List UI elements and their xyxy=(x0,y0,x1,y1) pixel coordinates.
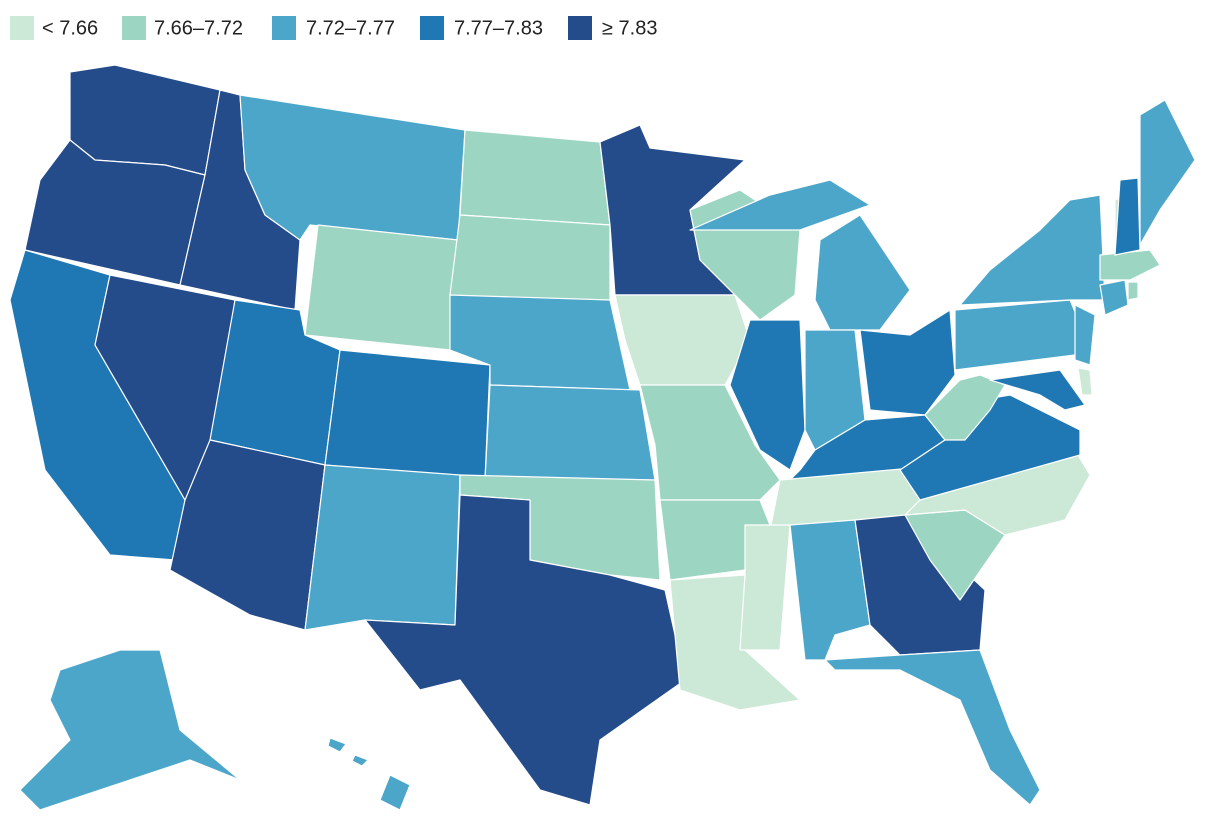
state xyxy=(689,179,911,331)
state xyxy=(364,494,686,806)
legend-label: ≥ 7.83 xyxy=(602,17,657,39)
legend: < 7.66 7.66–7.72 7.72–7.77 7.77–7.83 ≥ 7… xyxy=(10,16,657,40)
state xyxy=(614,294,751,386)
legend-label: 7.66–7.72 xyxy=(154,17,243,39)
state xyxy=(1077,367,1093,396)
state xyxy=(739,524,791,651)
legend-label: < 7.66 xyxy=(42,17,98,39)
legend-swatch xyxy=(10,16,34,40)
legend-swatch xyxy=(272,16,296,40)
state xyxy=(304,224,459,351)
state xyxy=(1099,279,1129,316)
state xyxy=(824,649,1041,806)
state xyxy=(1114,177,1141,256)
state xyxy=(959,194,1106,306)
states xyxy=(9,64,1196,811)
state xyxy=(239,94,466,241)
legend-label: 7.77–7.83 xyxy=(454,17,543,39)
state xyxy=(859,309,956,416)
state xyxy=(639,384,781,501)
state xyxy=(304,464,461,631)
state xyxy=(1099,249,1161,281)
state xyxy=(484,384,656,481)
state xyxy=(324,349,491,481)
legend-swatch xyxy=(420,16,444,40)
state xyxy=(729,319,806,471)
legend-swatch xyxy=(568,16,592,40)
state xyxy=(1127,281,1139,301)
state xyxy=(19,649,241,811)
state xyxy=(1139,99,1196,246)
state xyxy=(954,299,1086,371)
state xyxy=(989,369,1086,411)
state xyxy=(924,374,1006,441)
state xyxy=(1074,304,1096,366)
state xyxy=(327,737,411,811)
legend-label: 7.72–7.77 xyxy=(306,17,395,39)
state xyxy=(459,129,611,226)
legend-swatch xyxy=(122,16,146,40)
